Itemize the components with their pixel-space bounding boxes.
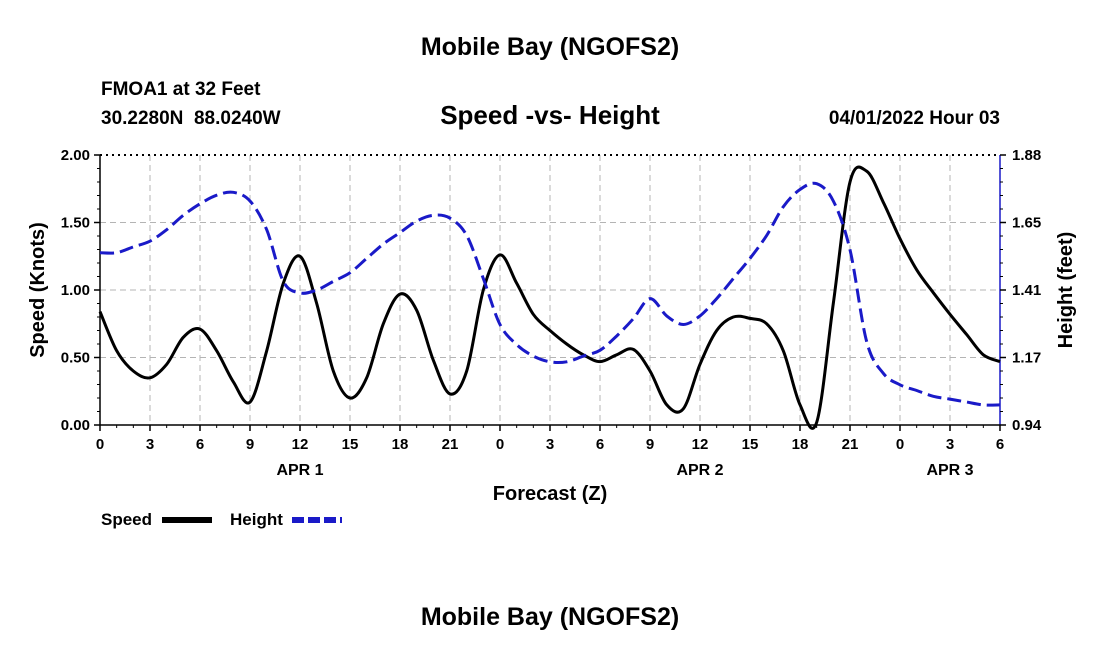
series-line-speed xyxy=(98,165,1001,430)
y-axis-right-label: Height (feet) xyxy=(1055,232,1077,349)
forecast-datetime: 04/01/2022 Hour 03 xyxy=(829,108,1000,129)
legend-height-label: Height xyxy=(230,510,283,529)
x-tick-label: 3 xyxy=(546,436,554,453)
gridlines xyxy=(100,155,1000,425)
x-tick-label: 12 xyxy=(692,436,709,453)
y-left-tick-label: 2.00 xyxy=(61,147,90,164)
y-left-tick-label: 1.00 xyxy=(61,282,90,299)
y-right-tick-label: 1.88 xyxy=(1012,147,1041,164)
chart-subtitle: Speed -vs- Height xyxy=(440,100,660,130)
date-label: APR 2 xyxy=(676,462,723,479)
y-right-tick-label: 1.17 xyxy=(1012,350,1041,367)
y-left-tick-label: 1.50 xyxy=(61,215,90,232)
location-label: 30.2280N 88.0240W xyxy=(101,108,281,129)
x-tick-label: 0 xyxy=(896,436,904,453)
y-right-tick-label: 1.41 xyxy=(1012,282,1041,299)
y-left-tick-label: 0.50 xyxy=(61,350,90,367)
axes: 0 3 6 9 12 15 18 21 0 3 6 9 12 15 18 21 0 3 6 APR 1 APR 2 APR… xyxy=(61,147,1042,479)
x-tick-label: 3 xyxy=(946,436,954,453)
series-line-height xyxy=(99,181,1001,407)
x-tick-label: 18 xyxy=(792,436,809,453)
x-tick-label: 6 xyxy=(996,436,1004,453)
x-axis-label: Forecast (Z) xyxy=(493,483,607,505)
x-tick-label: 15 xyxy=(342,436,359,453)
date-label: APR 3 xyxy=(926,462,973,479)
x-tick-label: 6 xyxy=(596,436,604,453)
y-left-tick-label: 0.00 xyxy=(61,417,90,434)
y-right-tick-label: 1.65 xyxy=(1012,215,1041,232)
legend: Speed Height xyxy=(101,510,342,529)
footer-title: Mobile Bay (NGOFS2) xyxy=(421,603,679,631)
y-right-tick-label: 0.94 xyxy=(1012,417,1042,434)
x-tick-label: 0 xyxy=(96,436,104,453)
date-label: APR 1 xyxy=(276,462,323,479)
y-axis-left-label: Speed (Knots) xyxy=(27,222,49,358)
x-tick-label: 21 xyxy=(442,436,459,453)
x-tick-label: 9 xyxy=(246,436,254,453)
x-tick-label: 21 xyxy=(842,436,859,453)
chart-title: Mobile Bay (NGOFS2) xyxy=(421,33,679,61)
x-tick-label: 15 xyxy=(742,436,759,453)
x-tick-label: 0 xyxy=(496,436,504,453)
x-tick-label: 6 xyxy=(196,436,204,453)
series-layer xyxy=(98,165,1001,430)
station-label: FMOA1 at 32 Feet xyxy=(101,79,261,100)
x-tick-label: 12 xyxy=(292,436,309,453)
x-tick-label: 9 xyxy=(646,436,654,453)
x-tick-label: 3 xyxy=(146,436,154,453)
x-tick-label: 18 xyxy=(392,436,409,453)
legend-speed-label: Speed xyxy=(101,510,152,529)
